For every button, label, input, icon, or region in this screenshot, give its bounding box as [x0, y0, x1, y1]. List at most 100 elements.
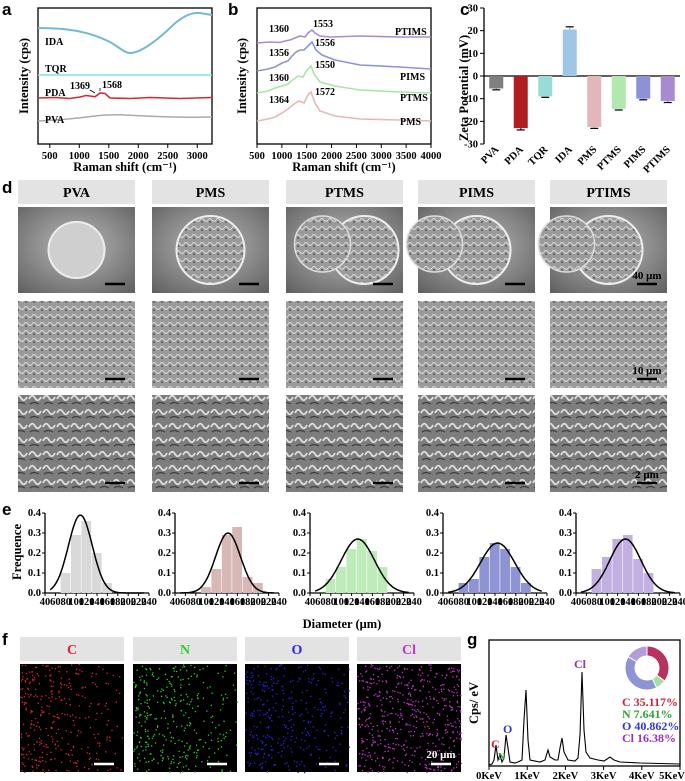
eds-dot	[258, 714, 260, 716]
eds-dot	[57, 728, 60, 730]
eds-dot	[320, 715, 322, 717]
hist-x-tick-label: 60	[50, 597, 61, 608]
eds-dot	[430, 669, 432, 672]
eds-dot	[309, 735, 311, 737]
eds-dot	[254, 749, 256, 751]
eds-dot	[224, 670, 226, 672]
eds-dot	[27, 744, 30, 746]
eds-dot	[431, 734, 433, 736]
eds-dot	[207, 687, 209, 689]
eds-dot	[376, 668, 378, 670]
eds-dot	[413, 755, 416, 757]
hist-x-tick-label: 240	[271, 597, 287, 608]
eds-dot	[276, 683, 278, 685]
eds-dot	[52, 715, 54, 717]
eds-dot	[73, 724, 75, 726]
eds-dot	[340, 729, 343, 732]
eds-dot	[207, 734, 210, 736]
eds-dot	[182, 766, 185, 768]
eds-dot	[458, 753, 460, 755]
eds-dot	[294, 712, 296, 714]
eds-dot	[261, 762, 264, 764]
eds-dot	[45, 746, 47, 748]
eds-dot	[27, 758, 30, 760]
hist-x-tick-label: 60	[180, 597, 191, 608]
eds-dot	[436, 750, 439, 752]
eds-dot	[57, 666, 59, 668]
sem-header-pims	[418, 180, 535, 204]
eds-header-o	[245, 637, 349, 661]
eds-dot	[318, 666, 320, 668]
eds-dot	[459, 738, 461, 740]
eds-dot	[136, 708, 138, 710]
eds-dot	[335, 750, 337, 752]
eds-dot	[54, 715, 56, 718]
eds-dot	[173, 689, 175, 691]
composition-donut	[624, 645, 670, 691]
eds-dot	[38, 765, 40, 767]
eds-dot	[376, 757, 379, 760]
eds-dot	[71, 714, 74, 716]
hist-x-tick-label: 160	[498, 597, 514, 608]
eds-dot	[389, 730, 391, 732]
eds-dot	[66, 671, 68, 673]
raman-chart-a: IDA TQR PDA PVA 1369 1568 500 1000 1500 200…	[17, 7, 213, 174]
eds-dot	[155, 729, 157, 731]
hist-bar-ptms	[356, 539, 367, 593]
eds-dot	[278, 716, 280, 718]
eds-dot	[183, 745, 186, 747]
hist-y-tick-label: 0.4	[293, 508, 307, 519]
hist-bar-ptms	[367, 551, 377, 593]
eds-dot	[252, 687, 254, 689]
eds-dot	[427, 742, 429, 745]
eds-dot	[401, 761, 403, 763]
eds-dot	[262, 741, 264, 743]
eds-header-n	[133, 637, 237, 661]
panel-label-d: d	[2, 178, 12, 197]
eds-dot	[396, 677, 398, 679]
eds-dot	[144, 721, 146, 723]
eds-dot	[448, 667, 450, 669]
eds-dot	[412, 701, 414, 703]
eds-dot	[141, 665, 144, 667]
hist-x-tick-label: 80	[191, 597, 202, 608]
eds-dot	[288, 769, 290, 771]
xb-tick-label: 2000	[321, 151, 342, 162]
eds-dot	[423, 721, 425, 723]
eds-dot	[272, 689, 274, 691]
eds-dot	[340, 732, 342, 734]
eds-dot	[312, 678, 315, 680]
eds-dot	[443, 698, 445, 700]
eds-dot	[275, 669, 277, 671]
eds-dot	[42, 711, 44, 713]
xb-tick-label: 500	[249, 151, 265, 162]
eds-dot	[440, 770, 442, 772]
eds-dot	[315, 746, 318, 748]
eds-dot	[80, 748, 83, 750]
eds-dot	[24, 681, 27, 683]
eds-dot	[310, 695, 312, 697]
eds-dot	[381, 715, 384, 717]
eds-dot	[186, 669, 188, 672]
eds-dot	[397, 667, 399, 669]
eds-dot	[169, 702, 171, 704]
eds-dot	[371, 683, 373, 685]
eds-dot	[450, 706, 452, 708]
eds-dot	[170, 697, 173, 700]
eds-dot	[138, 741, 141, 744]
eds-dot	[299, 763, 301, 766]
eds-dot	[210, 716, 212, 719]
eds-dot	[371, 770, 373, 772]
eds-dot	[69, 760, 71, 762]
eds-dot	[427, 716, 429, 718]
eds-dot	[271, 737, 273, 739]
eds-dot	[139, 676, 141, 678]
eds-dot	[285, 725, 287, 727]
eds-dot	[263, 685, 265, 687]
eds-dot	[339, 702, 341, 704]
eds-dot	[21, 678, 24, 680]
sem-image-pms-row3	[152, 395, 269, 492]
eds-dot	[41, 751, 44, 754]
eds-dot	[334, 760, 336, 763]
eds-dot	[460, 710, 462, 712]
